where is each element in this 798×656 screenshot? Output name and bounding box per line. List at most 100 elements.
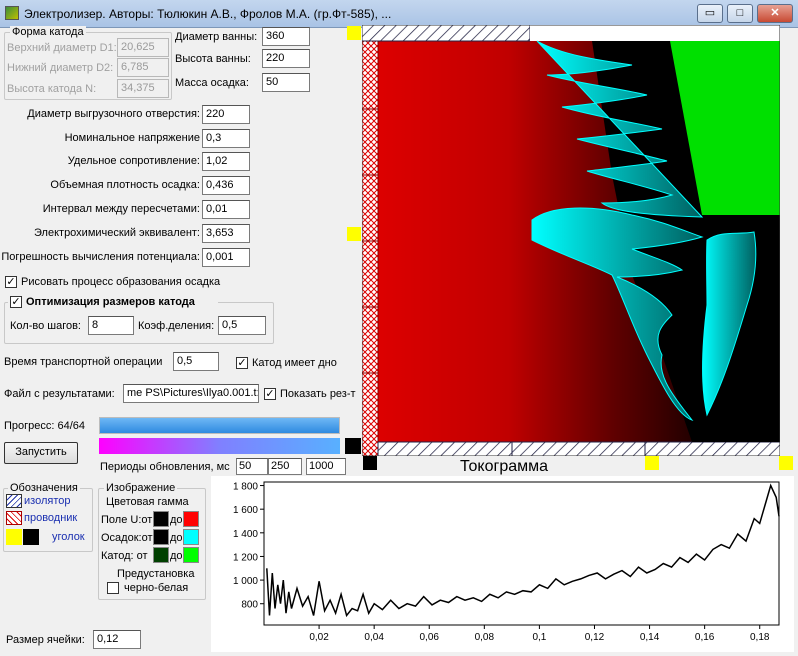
progress-bar — [99, 417, 340, 434]
param-input[interactable]: 220 — [202, 105, 250, 124]
conductor-label: проводник — [24, 512, 78, 524]
refresh-label: Периоды обновления, мс — [100, 461, 230, 473]
x-tick-label: 0,08 — [475, 632, 495, 643]
results-file-label: Файл с результатами: — [4, 388, 115, 400]
steps-label: Кол-во шагов: — [10, 320, 81, 332]
cathode-bottom-label: Катод имеет дно — [252, 357, 337, 369]
y-tick-label: 800 — [241, 600, 258, 611]
d1-label: Верхний диаметр D1: — [7, 42, 117, 54]
deposit-mass-label: Масса осадка: — [175, 77, 249, 89]
plot-area — [263, 481, 780, 626]
d2-label: Нижний диаметр D2: — [7, 62, 114, 74]
x-tick-label: 0,12 — [585, 632, 605, 643]
simulation-view — [362, 25, 780, 456]
run-button[interactable]: Запустить — [4, 442, 78, 464]
cathode-color-label: Катод: от — [101, 550, 148, 562]
cathode-height-label: Высота катода N: — [7, 83, 97, 95]
corner-marker — [645, 456, 659, 470]
corner-marker — [347, 26, 361, 40]
corner-marker — [347, 227, 361, 241]
field-u-label: Поле U:от — [101, 514, 153, 526]
param-label: Номинальное напряжение — [64, 132, 200, 144]
deposit-label: Осадок:от — [101, 532, 153, 544]
transport-input[interactable]: 0,5 — [173, 352, 219, 371]
draw-process-checkbox[interactable]: ✓ — [5, 276, 17, 288]
param-input[interactable]: 0,436 — [202, 176, 250, 195]
progress-fill — [100, 418, 339, 433]
param-input[interactable]: 3,653 — [202, 224, 250, 243]
deposit-from-swatch[interactable] — [153, 529, 169, 545]
refresh-input-1[interactable]: 50 — [236, 458, 268, 475]
param-label: Диаметр выгрузочного отверстия: — [27, 108, 200, 120]
cell-size-input[interactable]: 0,12 — [93, 630, 141, 649]
insulator-top — [362, 25, 531, 42]
gradient-end-swatch — [345, 438, 361, 454]
bath-height-label: Высота ванны: — [175, 53, 251, 65]
field-to-swatch[interactable] — [183, 511, 199, 527]
y-tick-label: 1 600 — [233, 505, 258, 516]
x-tick-label: 0,16 — [695, 632, 715, 643]
y-tick-label: 1 400 — [233, 529, 258, 540]
coef-input[interactable]: 0,5 — [218, 316, 266, 335]
optimization-checkbox[interactable]: ✓ — [10, 296, 22, 308]
deposit — [531, 40, 757, 422]
d1-input[interactable]: 20,625 — [117, 38, 169, 57]
transport-label: Время транспортной операции — [4, 356, 163, 368]
top-opening — [530, 25, 780, 41]
legend-title: Обозначения — [8, 482, 80, 494]
x-tick-label: 0,06 — [420, 632, 440, 643]
draw-process-label: Рисовать процесс образования осадка — [21, 276, 221, 288]
minimize-button[interactable]: ▭ — [697, 4, 723, 23]
cathode-to-label: до — [170, 550, 183, 562]
insulator-bottom — [377, 441, 780, 456]
preset-label: Предустановка — [117, 568, 195, 580]
bw-label: черно-белая — [124, 582, 189, 594]
param-label: Погрешность вычисления потенциала: — [1, 251, 200, 263]
insulator-label: изолятор — [24, 495, 71, 507]
show-result-checkbox[interactable]: ✓ — [264, 388, 276, 400]
progress-label: Прогресс: 64/64 — [4, 420, 86, 432]
x-tick-label: 0,18 — [750, 632, 770, 643]
refresh-input-2[interactable]: 250 — [268, 458, 302, 475]
cathode-bottom-checkbox[interactable]: ✓ — [236, 357, 248, 369]
cathode-from-swatch[interactable] — [153, 547, 169, 563]
cathode-to-swatch[interactable] — [183, 547, 199, 563]
app-icon — [5, 6, 19, 20]
cell-size-label: Размер ячейки: — [6, 634, 85, 646]
bw-checkbox[interactable] — [107, 582, 119, 594]
palette-title: Цветовая гамма — [106, 496, 189, 508]
title-bar: Электролизер. Авторы: Тюлюкин А.В., Фрол… — [0, 0, 798, 28]
param-input[interactable]: 0,3 — [202, 129, 250, 148]
bath-height-input[interactable]: 220 — [262, 49, 310, 68]
chart-title: Токограмма — [460, 458, 549, 475]
param-input[interactable]: 0,001 — [202, 248, 250, 267]
conductor-swatch — [6, 511, 22, 525]
x-tick-label: 0,14 — [640, 632, 660, 643]
close-button[interactable]: ✕ — [757, 4, 793, 23]
field-from-swatch[interactable] — [153, 511, 169, 527]
x-tick-label: 0,04 — [364, 632, 384, 643]
d2-input[interactable]: 6,785 — [117, 58, 169, 77]
param-input[interactable]: 0,01 — [202, 200, 250, 219]
param-label: Удельное сопротивление: — [67, 155, 200, 167]
param-label: Электрохимический эквивалент: — [34, 227, 200, 239]
cathode-shape-group — [4, 32, 172, 100]
insulator-swatch — [6, 494, 22, 508]
y-tick-label: 1 200 — [233, 552, 258, 563]
deposit-to-swatch[interactable] — [183, 529, 199, 545]
deposit-mass-input[interactable]: 50 — [262, 73, 310, 92]
corner-swatch-black — [23, 529, 39, 545]
param-label: Интервал между пересчетами: — [42, 203, 200, 215]
steps-input[interactable]: 8 — [88, 316, 134, 335]
param-input[interactable]: 1,02 — [202, 152, 250, 171]
cathode-height-input[interactable]: 34,375 — [117, 79, 169, 98]
results-file-input[interactable]: me PS\Pictures\Ilya0.001.t: — [123, 384, 259, 403]
maximize-button[interactable]: □ — [727, 4, 753, 23]
bath-diameter-label: Диаметр ванны: — [175, 31, 258, 43]
color-gradient-bar — [99, 438, 340, 454]
refresh-input-3[interactable]: 1000 — [306, 458, 346, 475]
corner-label: уголок — [52, 531, 85, 543]
image-group-title: Изображение — [104, 482, 178, 494]
window-title: Электролизер. Авторы: Тюлюкин А.В., Фрол… — [24, 7, 392, 21]
bath-diameter-input[interactable]: 360 — [262, 27, 310, 46]
